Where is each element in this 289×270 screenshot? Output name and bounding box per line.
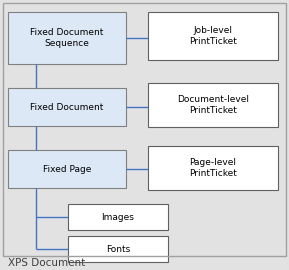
FancyBboxPatch shape <box>148 83 278 127</box>
Text: Document-level
PrintTicket: Document-level PrintTicket <box>177 95 249 115</box>
FancyBboxPatch shape <box>68 204 168 230</box>
Text: Fixed Page: Fixed Page <box>43 164 91 174</box>
Text: Images: Images <box>101 212 134 221</box>
Text: Page-level
PrintTicket: Page-level PrintTicket <box>189 158 237 178</box>
Text: XPS Document: XPS Document <box>8 258 85 268</box>
Text: Fixed Document: Fixed Document <box>30 103 104 112</box>
FancyBboxPatch shape <box>148 12 278 60</box>
FancyBboxPatch shape <box>8 88 126 126</box>
Text: Fixed Document
Sequence: Fixed Document Sequence <box>30 28 104 48</box>
FancyBboxPatch shape <box>8 12 126 64</box>
Text: Job-level
PrintTicket: Job-level PrintTicket <box>189 26 237 46</box>
FancyBboxPatch shape <box>148 146 278 190</box>
FancyBboxPatch shape <box>8 150 126 188</box>
Text: Fonts: Fonts <box>106 245 130 254</box>
FancyBboxPatch shape <box>68 236 168 262</box>
